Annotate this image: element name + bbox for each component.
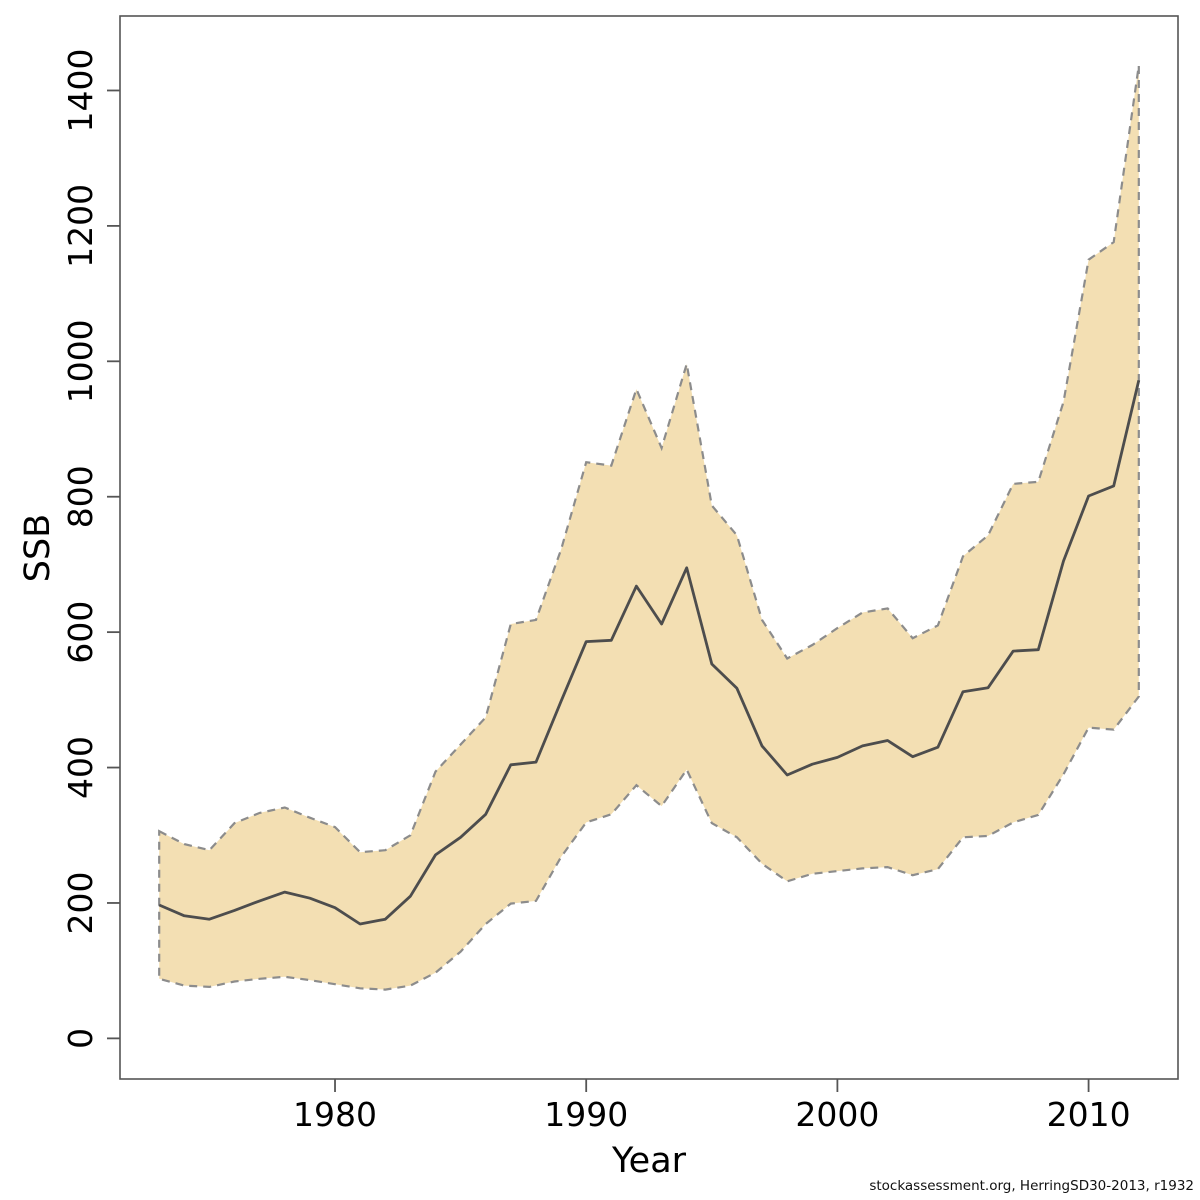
y-tick-label: 600 — [61, 601, 100, 664]
x-tick-label: 1980 — [293, 1095, 377, 1134]
x-tick-label: 2010 — [1047, 1095, 1131, 1134]
y-tick-label: 400 — [61, 736, 100, 799]
y-tick-label: 0 — [61, 1028, 100, 1049]
x-tick-label: 1990 — [544, 1095, 628, 1134]
plot-box — [119, 15, 1179, 1080]
y-axis-title: SSB — [18, 513, 58, 583]
confidence-band — [158, 65, 1140, 991]
x-tick-label: 2000 — [795, 1095, 879, 1134]
y-tick-label: 1000 — [61, 319, 100, 403]
ssb-estimate-line — [158, 379, 1141, 926]
y-tick-label: 1200 — [61, 184, 100, 268]
y-tick-label: 200 — [61, 872, 100, 935]
source-attribution: stockassessment.org, HerringSD30-2013, r… — [869, 1178, 1194, 1194]
x-axis-title: Year — [611, 1141, 687, 1181]
y-tick-label: 1400 — [61, 49, 100, 133]
y-tick-label: 800 — [61, 465, 100, 528]
